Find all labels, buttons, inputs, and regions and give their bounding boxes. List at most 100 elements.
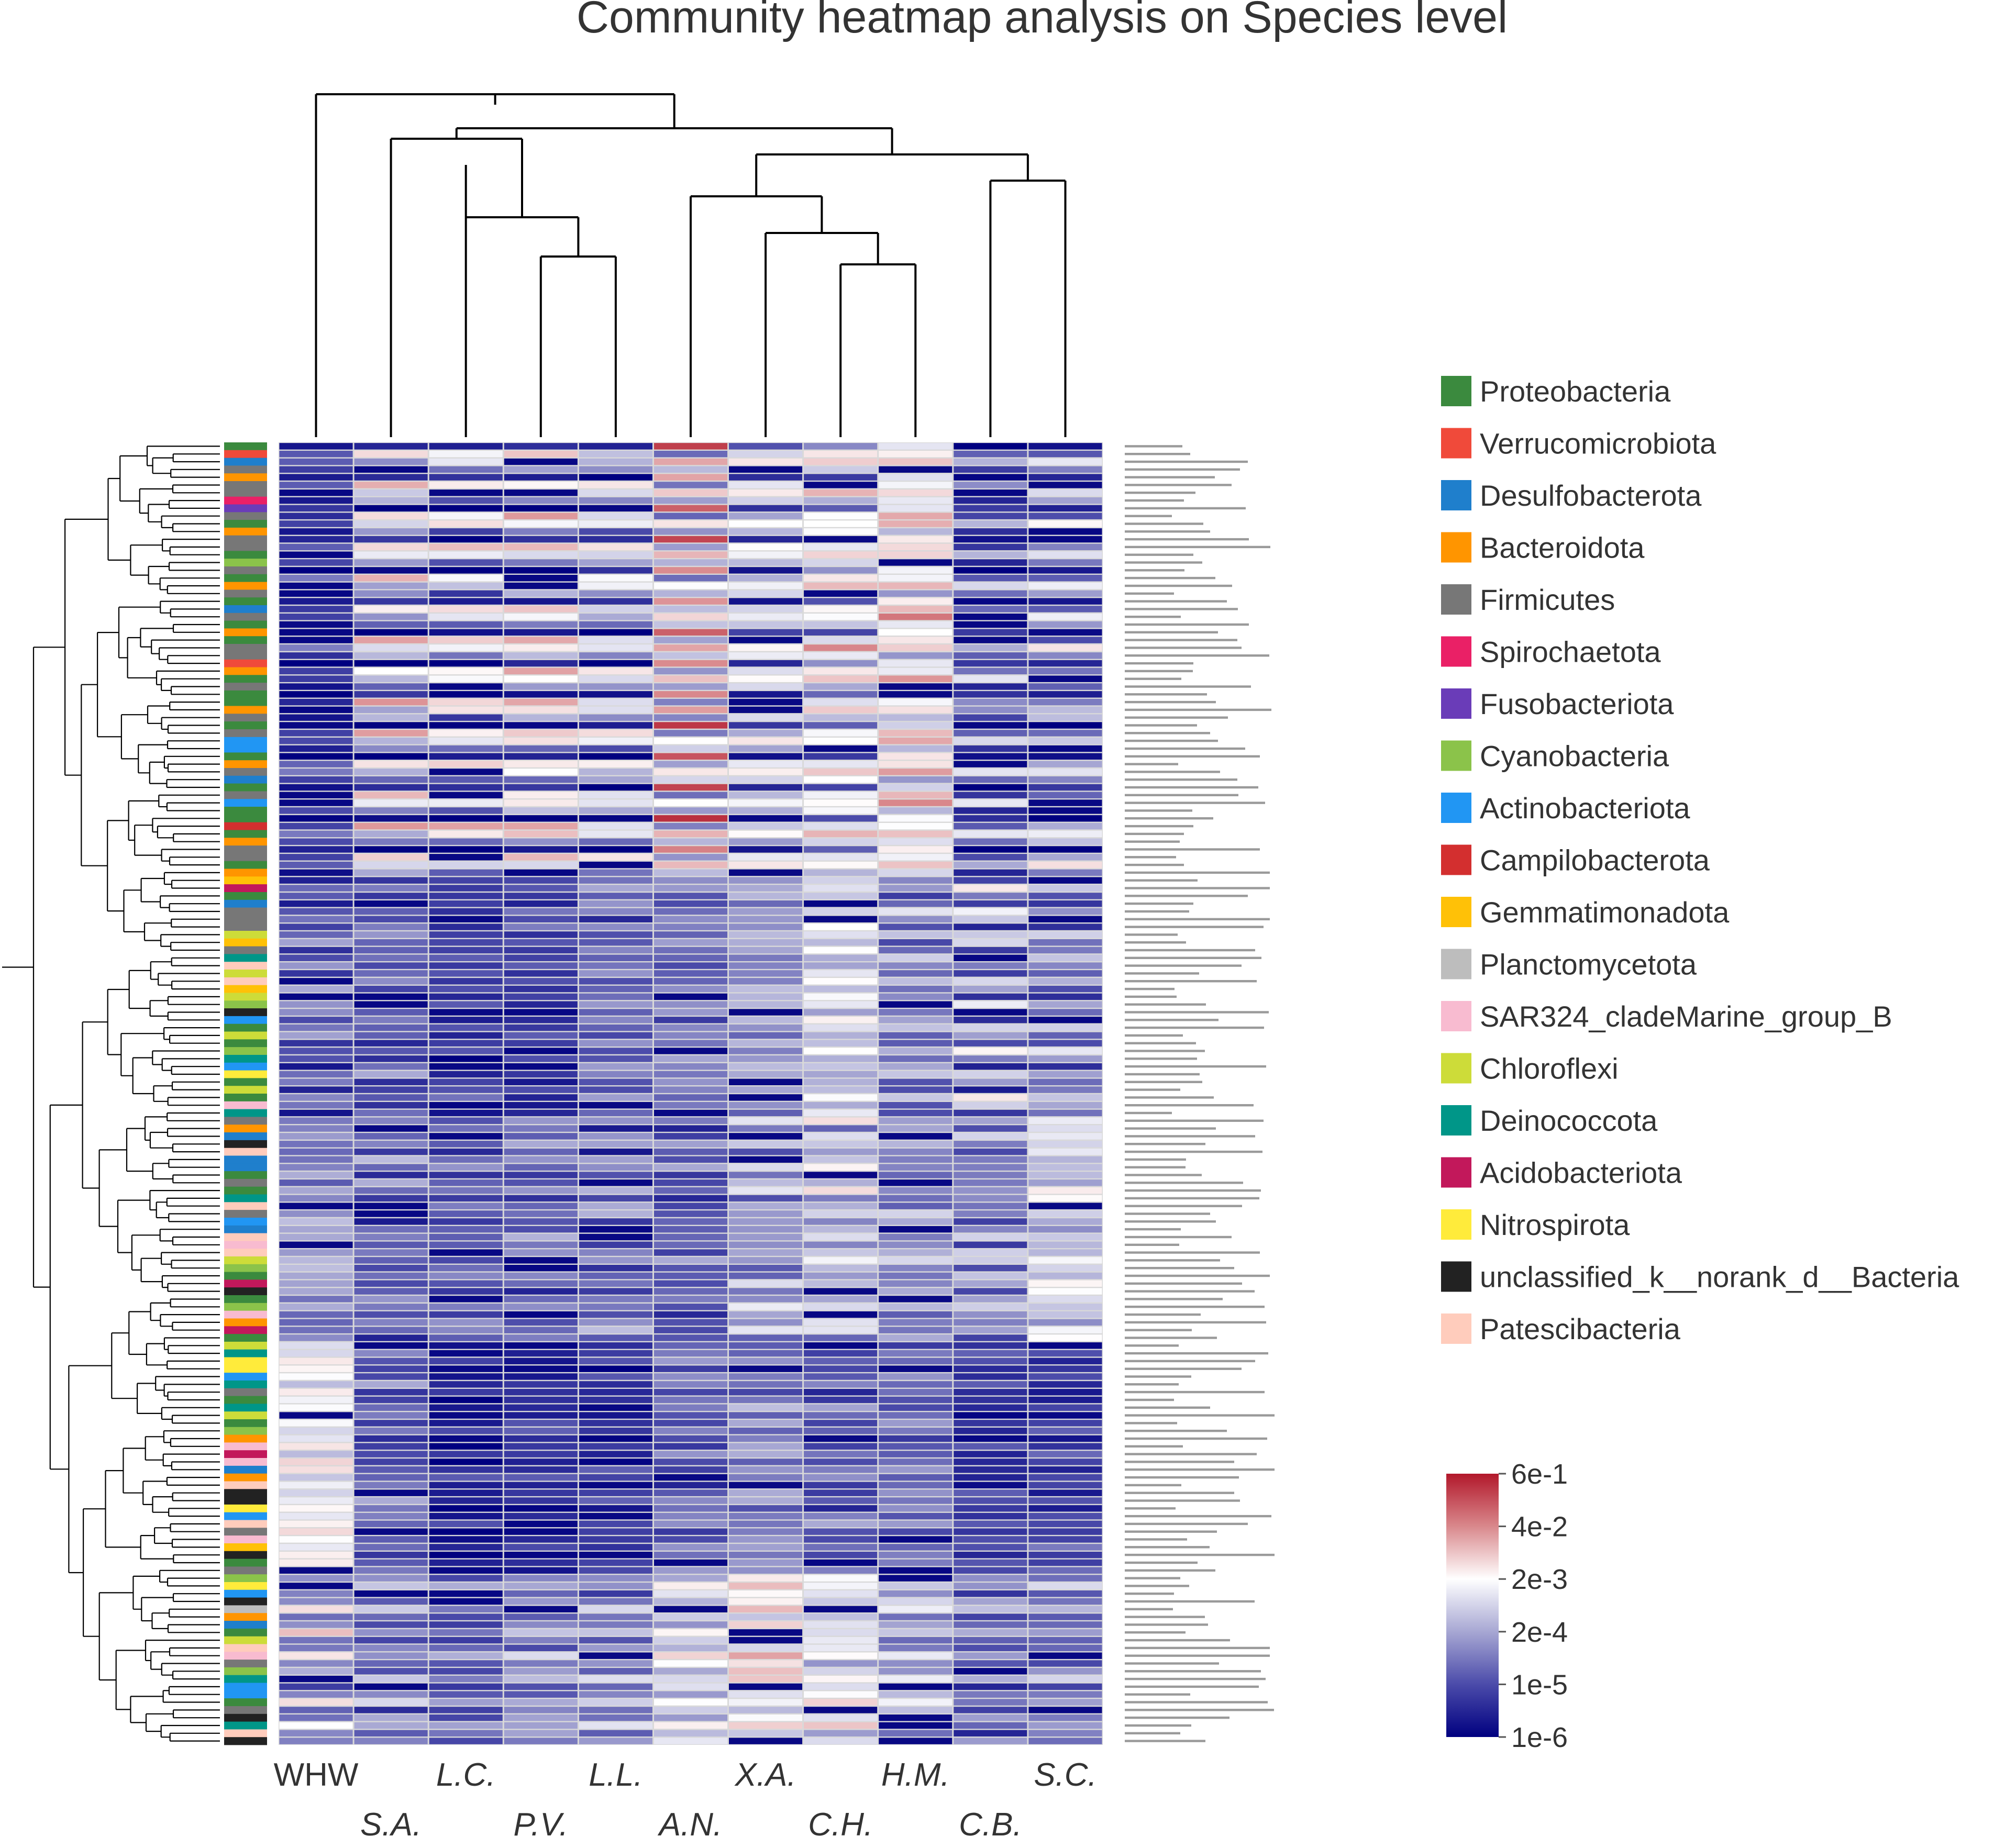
heatmap-cell	[579, 1040, 652, 1047]
heatmap-cell	[954, 815, 1027, 822]
heatmap-cell	[1028, 792, 1102, 799]
heatmap-cell	[279, 885, 353, 892]
heatmap-cell	[879, 1342, 952, 1349]
heatmap-cell	[579, 985, 652, 993]
heatmap-cell	[354, 1459, 428, 1465]
heatmap-cell	[804, 900, 878, 907]
heatmap-cell	[429, 916, 503, 923]
heatmap-cell	[879, 1559, 952, 1566]
heatmap-cell	[504, 1272, 578, 1279]
heatmap-cell	[804, 621, 878, 628]
phylum-cell	[224, 729, 267, 738]
phylum-cell	[224, 1310, 267, 1319]
phylum-cell	[224, 1241, 267, 1249]
heatmap-cell	[654, 667, 728, 675]
phylum-cell	[224, 504, 267, 513]
heatmap-cell	[279, 1691, 353, 1698]
heatmap-cell	[279, 1675, 353, 1683]
heatmap-cell	[1028, 1288, 1102, 1295]
heatmap-cell	[954, 1606, 1027, 1613]
heatmap-cell	[954, 1715, 1027, 1721]
heatmap-cell	[504, 1606, 578, 1613]
heatmap-cell	[954, 1125, 1027, 1132]
heatmap-cell	[504, 893, 578, 899]
heatmap-cell	[354, 776, 428, 783]
heatmap-cell	[804, 482, 878, 488]
heatmap-cell	[354, 1024, 428, 1031]
heatmap-cell	[654, 714, 728, 721]
heatmap-cell	[654, 1629, 728, 1636]
heatmap-cell	[729, 916, 803, 923]
heatmap-cell	[429, 513, 503, 519]
phylum-cell	[224, 683, 267, 691]
heatmap-cell	[654, 1389, 728, 1396]
heatmap-cell	[729, 1133, 803, 1140]
heatmap-cell	[954, 846, 1027, 853]
heatmap-cell	[504, 939, 578, 946]
heatmap-cell	[654, 738, 728, 744]
heatmap-cell	[654, 970, 728, 977]
phylum-cell	[224, 931, 267, 939]
row-label	[1125, 1282, 1242, 1285]
heatmap-cell	[429, 637, 503, 643]
row-label	[1125, 522, 1203, 525]
heatmap-cell	[429, 1233, 503, 1241]
phylum-cell	[224, 1194, 267, 1203]
heatmap-cell	[579, 1288, 652, 1295]
heatmap-cell	[954, 1017, 1027, 1023]
heatmap-cell	[279, 1210, 353, 1217]
heatmap-cell	[879, 846, 952, 853]
heatmap-cell	[804, 1094, 878, 1101]
heatmap-cell	[879, 1512, 952, 1520]
heatmap-cell	[504, 567, 578, 574]
heatmap-cell	[804, 1187, 878, 1194]
heatmap-cell	[954, 489, 1027, 496]
heatmap-cell	[579, 1675, 652, 1683]
phylum-cell	[224, 597, 267, 606]
row-label	[1125, 1600, 1255, 1603]
heatmap-cell	[1028, 1559, 1102, 1566]
heatmap-cell	[429, 1528, 503, 1535]
heatmap-cell	[654, 451, 728, 458]
heatmap-cell	[429, 1327, 503, 1333]
heatmap-cell	[879, 513, 952, 519]
heatmap-cell	[354, 761, 428, 767]
heatmap-cell	[729, 1420, 803, 1427]
phylum-cell	[224, 1140, 267, 1149]
heatmap-cell	[1028, 1117, 1102, 1125]
heatmap-cell	[354, 1017, 428, 1023]
heatmap-cell	[429, 769, 503, 775]
heatmap-cell	[954, 1443, 1027, 1450]
heatmap-cell	[354, 1226, 428, 1233]
heatmap-cell	[654, 1024, 728, 1031]
heatmap-cell	[504, 730, 578, 737]
heatmap-cell	[729, 877, 803, 884]
heatmap-cell	[1028, 1629, 1102, 1636]
row-label	[1125, 1274, 1270, 1277]
heatmap-cell	[954, 1156, 1027, 1163]
row-label	[1125, 1414, 1275, 1417]
heatmap-cell	[504, 1040, 578, 1047]
heatmap-cell	[804, 931, 878, 938]
heatmap-cell	[504, 869, 578, 876]
heatmap-cell	[804, 776, 878, 783]
heatmap-cell	[729, 458, 803, 465]
heatmap-cell	[579, 1583, 652, 1589]
heatmap-cell	[954, 451, 1027, 458]
phylum-cell	[224, 1109, 267, 1117]
row-label	[1125, 1150, 1262, 1153]
heatmap-cell	[429, 885, 503, 892]
heatmap-cell	[279, 1226, 353, 1233]
phylum-cell	[224, 1349, 267, 1357]
heatmap-cell	[279, 551, 353, 558]
heatmap-cell	[279, 1040, 353, 1047]
heatmap-cell	[804, 1296, 878, 1302]
heatmap-cell	[654, 1459, 728, 1465]
heatmap-cell	[354, 466, 428, 473]
heatmap-cell	[729, 1629, 803, 1636]
heatmap-cell	[579, 854, 652, 861]
heatmap-cell	[954, 1233, 1027, 1241]
heatmap-cell	[804, 1172, 878, 1178]
row-label	[1125, 1360, 1255, 1363]
heatmap-cell	[879, 1668, 952, 1675]
